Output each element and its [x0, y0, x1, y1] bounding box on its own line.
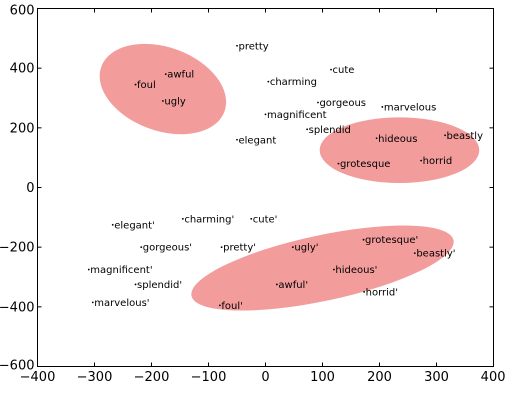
point-beastly: [444, 134, 446, 137]
point-label-awful: awful: [167, 70, 194, 81]
point-pretty: [236, 44, 238, 47]
point-label-pretty-prime: pretty': [223, 243, 256, 254]
point-label-gorgeous: gorgeous: [319, 98, 366, 109]
x-tick-label: −100: [191, 370, 227, 385]
point-splendid: [306, 128, 309, 131]
point-pretty-prime: [220, 246, 223, 249]
point-foul: [134, 83, 137, 86]
point-ugly-prime: [291, 246, 294, 249]
highlight-ellipse-3: [191, 225, 454, 311]
point-grotesque-prime: [362, 238, 365, 241]
point-label-splendid-prime: splendid': [137, 280, 182, 291]
point-label-grotesque-prime: grotesque': [365, 235, 418, 246]
point-label-marvelous-prime: marvelous': [94, 298, 149, 309]
y-tick-label: 200: [10, 121, 35, 136]
axis-ticks: −400 −300 −200 −100 0 100 200 300 400−600−400−20…: [0, 4, 506, 386]
point-marvelous: [381, 106, 384, 108]
point-label-awful-prime: awful': [278, 280, 308, 291]
point-label-beastly: beastly: [447, 131, 484, 142]
y-tick-label: −400: [0, 300, 35, 315]
point-label-horrid: horrid: [423, 156, 453, 167]
point-label-splendid: splendid: [309, 125, 351, 136]
point-label-charming-prime: charming': [184, 214, 234, 225]
point-charming-prime: [181, 217, 184, 220]
x-tick-label: 200: [367, 370, 392, 385]
point-label-elegant: elegant: [239, 135, 277, 146]
x-tick-label: −200: [134, 370, 170, 385]
point-cute: [330, 68, 332, 71]
point-label-gorgeous-prime: gorgeous': [143, 243, 192, 254]
x-tick-label: 300: [424, 370, 449, 385]
point-awful-prime: [276, 283, 278, 286]
y-tick-label: 0: [26, 181, 34, 196]
point-label-cute-prime: cute': [253, 214, 278, 225]
point-awful: [164, 73, 167, 76]
point-gorgeous: [317, 101, 319, 104]
y-tick-label: 600: [10, 4, 35, 19]
point-label-ugly-prime: ugly': [294, 243, 318, 254]
highlight-ellipse-1: [99, 43, 227, 135]
point-label-cute: cute: [333, 65, 355, 76]
x-tick-label: 100: [310, 370, 335, 385]
point-label-horrid-prime: horrid': [366, 287, 398, 298]
point-label-magnificent: magnificent: [267, 110, 327, 121]
point-hideous: [375, 137, 378, 140]
point-label-marvelous: marvelous: [384, 102, 437, 113]
point-label-elegant-prime: elegant': [114, 220, 155, 231]
point-label-foul-prime: foul': [221, 301, 243, 312]
point-hideous-prime: [333, 268, 335, 271]
point-marvelous-prime: [91, 301, 94, 304]
point-label-hideous-prime: hideous': [335, 265, 377, 276]
point-cute-prime: [250, 217, 253, 220]
point-grotesque: [337, 162, 340, 165]
point-label-grotesque: grotesque: [340, 159, 390, 170]
y-tick-label: −600: [0, 359, 35, 374]
point-horrid-prime: [363, 291, 366, 293]
point-label-beastly-prime: beastly': [416, 249, 455, 260]
y-tick-label: 400: [10, 62, 35, 77]
x-tick-label: 400: [481, 370, 506, 385]
point-beastly-prime: [413, 252, 416, 255]
point-label-magnificent-prime: magnificent': [90, 265, 152, 276]
highlight-ellipse-2: [319, 117, 480, 184]
x-tick-label: −300: [77, 370, 113, 385]
point-horrid: [420, 159, 423, 162]
highlight-regions: [99, 43, 480, 311]
x-tick-label: −400: [20, 370, 56, 385]
point-ugly: [162, 100, 164, 102]
point-label-ugly: ugly: [164, 96, 185, 107]
point-label-charming: charming: [270, 77, 317, 88]
point-label-foul: foul: [137, 80, 156, 91]
point-magnificent-prime: [87, 268, 90, 271]
point-charming: [267, 80, 270, 83]
point-magnificent: [264, 113, 267, 116]
point-splendid-prime: [134, 283, 137, 286]
point-label-pretty: pretty: [239, 41, 269, 52]
point-gorgeous-prime: [140, 246, 143, 249]
point-elegant: [236, 138, 238, 141]
point-elegant-prime: [111, 223, 114, 226]
x-tick-label: 0: [261, 370, 269, 385]
y-tick-label: −200: [0, 241, 35, 256]
point-foul-prime: [219, 304, 221, 307]
point-label-hideous: hideous: [378, 134, 417, 145]
